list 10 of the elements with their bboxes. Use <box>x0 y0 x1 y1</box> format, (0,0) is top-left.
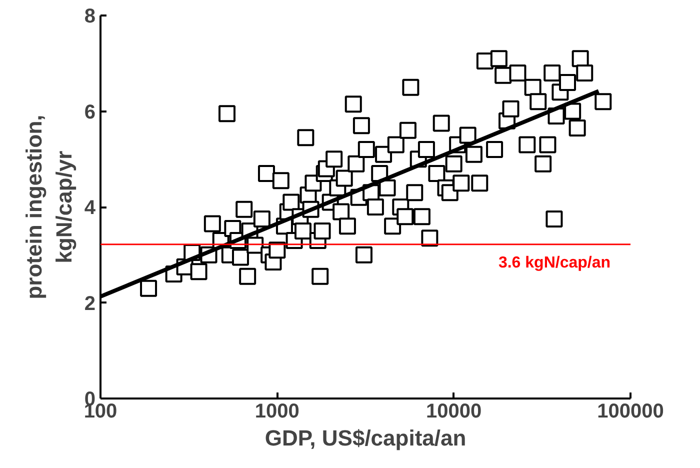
x-tick-label: 10000 <box>426 400 482 422</box>
y-tick-label: 2 <box>84 292 96 315</box>
x-tick-label: 1000 <box>254 400 300 422</box>
x-tick-label: 100000 <box>597 400 664 422</box>
y-tick-label: 4 <box>84 197 96 219</box>
y-tick-label: 6 <box>84 101 96 124</box>
x-axis-title: GDP, US$/capita/an <box>264 426 466 450</box>
y-tick-label: 8 <box>84 6 96 28</box>
y-axis-title: protein ingestion, kgN/cap/yr <box>21 114 76 300</box>
ref-line-label: 3.6 kgN/cap/an <box>498 254 610 272</box>
